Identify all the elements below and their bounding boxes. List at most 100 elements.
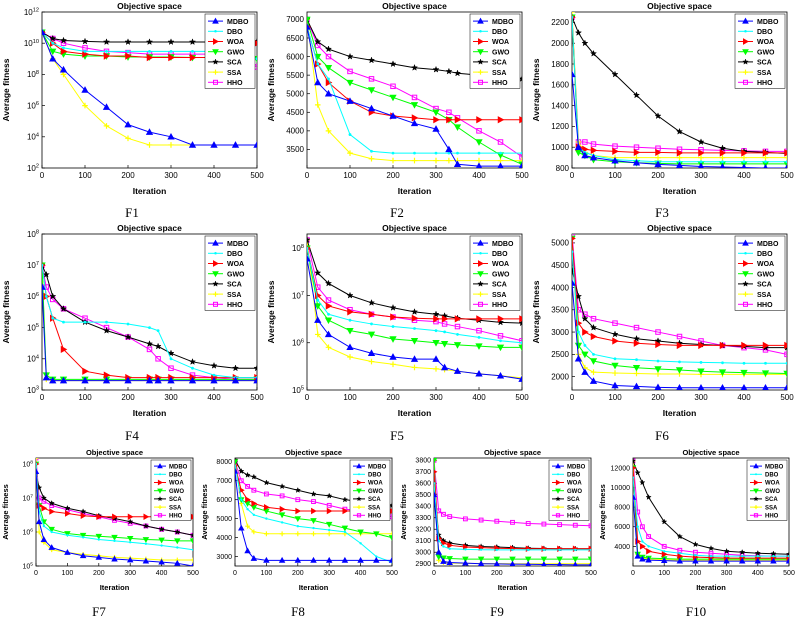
series-dbo: [572, 250, 787, 365]
y-tick-label: 3200: [415, 527, 431, 534]
data-point: [477, 151, 481, 155]
legend-marker: [477, 17, 484, 24]
chart-svg: Objective space 0 100 200 300 400 500 2900 3000 3…: [399, 448, 597, 592]
data-point: [102, 103, 111, 110]
legend-label-woa: WOA: [757, 39, 774, 46]
data-point: [341, 556, 349, 563]
x-axis-label: Iteration: [133, 408, 167, 418]
data-point: [572, 15, 574, 19]
data-point: [497, 162, 504, 168]
data-point: [59, 65, 68, 73]
legend-label-gwo: GWO: [227, 49, 245, 56]
data-point: [635, 358, 638, 362]
chart-panel-f1: Objective space 0 100 200 300 400 500 102 104 106…: [0, 0, 265, 200]
data-point: [477, 335, 481, 339]
x-tick-label: 200: [386, 393, 400, 402]
data-point: [556, 561, 563, 566]
data-point: [342, 507, 349, 515]
legend-marker: [159, 473, 161, 476]
data-point: [375, 555, 378, 558]
legend-marker: [213, 260, 220, 267]
data-point: [357, 556, 364, 563]
legend-label-mdbo: MDBO: [368, 464, 387, 470]
data-point: [677, 552, 684, 560]
data-point: [557, 522, 563, 528]
data-point: [359, 542, 362, 545]
legend-marker: [478, 291, 483, 297]
data-point: [432, 340, 440, 347]
data-point: [325, 344, 332, 351]
data-point: [434, 329, 438, 333]
data-point: [589, 323, 598, 331]
data-point: [676, 533, 684, 540]
series-line: [42, 32, 257, 146]
data-point: [36, 529, 42, 535]
data-point: [784, 341, 787, 350]
x-tick-label: 500: [585, 570, 597, 577]
data-point: [589, 548, 591, 552]
data-point: [160, 544, 163, 547]
x-tick-label: 200: [491, 570, 503, 577]
figure-caption: F3: [655, 205, 669, 220]
data-point: [307, 246, 309, 250]
data-point: [784, 154, 787, 161]
data-point: [581, 314, 589, 322]
data-point: [49, 48, 57, 56]
legend-marker: [754, 505, 758, 510]
legend-label-ssa: SSA: [567, 505, 580, 511]
data-point: [447, 542, 454, 549]
data-point: [50, 530, 53, 534]
y-tick-label: 3000: [415, 550, 431, 557]
legend: MDBO DBO WOA GWO SCA SSA HHO: [746, 459, 788, 521]
data-point: [314, 331, 321, 338]
data-point: [762, 383, 769, 390]
legend-marker: [478, 301, 483, 307]
data-point: [741, 163, 747, 168]
data-point: [661, 550, 668, 558]
y-tick-label: 7000: [286, 15, 304, 24]
data-point: [59, 305, 68, 312]
data-point: [590, 332, 598, 341]
legend-label-mdbo: MDBO: [567, 464, 586, 470]
data-point: [447, 514, 453, 520]
legend-marker: [212, 271, 219, 278]
x-tick-label: 200: [292, 570, 304, 577]
data-point: [785, 361, 787, 365]
data-point: [158, 525, 165, 533]
legend-marker: [753, 495, 759, 502]
data-point: [174, 528, 181, 535]
data-point: [231, 141, 240, 148]
legend-label-hho: HHO: [227, 302, 243, 309]
data-point: [655, 329, 661, 335]
legend-marker: [555, 513, 561, 518]
data-point: [189, 538, 193, 545]
data-point: [64, 504, 71, 511]
data-point: [493, 560, 500, 566]
legend-marker: [753, 488, 759, 494]
data-point: [632, 158, 641, 166]
legend-marker: [478, 79, 483, 85]
data-point: [647, 545, 650, 548]
data-point: [325, 521, 333, 528]
data-point: [632, 382, 641, 390]
legend-label-woa: WOA: [492, 261, 509, 268]
data-point: [590, 315, 597, 322]
data-point: [325, 78, 333, 87]
data-point: [42, 28, 46, 36]
data-point: [633, 370, 640, 377]
data-point: [434, 482, 436, 485]
data-point: [410, 102, 419, 109]
y-tick-label: 4000: [614, 544, 630, 551]
data-point: [434, 491, 438, 498]
y-tick-label: 105: [27, 323, 39, 332]
data-point: [719, 154, 726, 161]
legend-marker: [157, 488, 163, 494]
data-point: [499, 339, 502, 343]
data-point: [81, 86, 89, 93]
data-point: [495, 548, 498, 552]
data-point: [678, 552, 681, 555]
data-point: [634, 469, 641, 476]
data-point: [105, 320, 108, 324]
data-point: [95, 553, 103, 560]
x-tick-label: 0: [305, 171, 310, 180]
